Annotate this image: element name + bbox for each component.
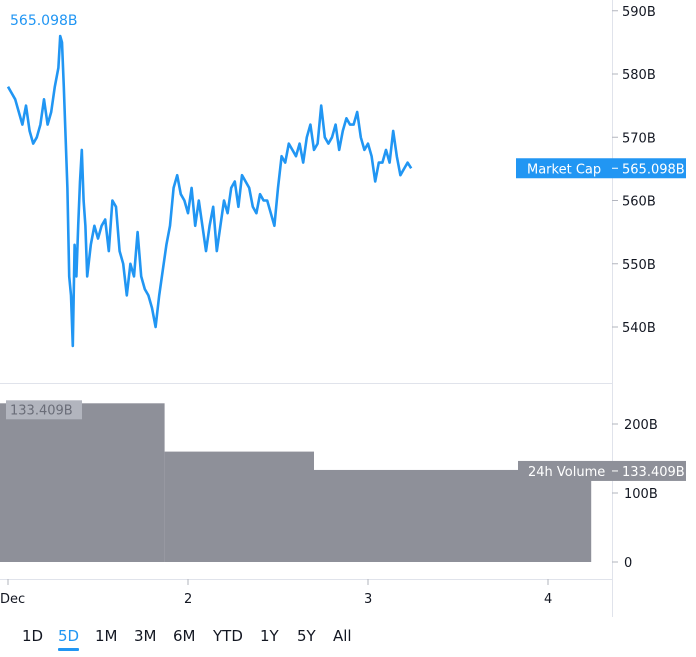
y-tick-label: 590B xyxy=(622,5,656,20)
y-tick-label: 580B xyxy=(622,68,656,83)
volume-bar xyxy=(314,469,592,562)
volume-tag-bg xyxy=(518,460,686,481)
x-tick-label: 4 xyxy=(544,592,552,607)
range-button-ytd[interactable]: YTD xyxy=(213,627,243,645)
market-cap-line xyxy=(6,34,413,348)
chart[interactable]: 133.409B 565.098B 590B 580B 570B 560B 550B 540B… xyxy=(0,0,696,617)
range-selector: 1D 5D 1M 3M 6M YTD 1Y 5Y All xyxy=(0,617,696,657)
volume-tag-label: 24h Volume xyxy=(528,465,605,480)
range-button-1y[interactable]: 1Y xyxy=(260,627,279,645)
range-button-5d[interactable]: 5D xyxy=(58,627,80,651)
x-tick-label: Dec xyxy=(0,592,25,607)
volume-y-tick-label: 200B xyxy=(624,418,658,433)
y-tick-label: 560B xyxy=(622,195,656,210)
y-tick-label: 540B xyxy=(622,321,656,336)
x-tick-label: 2 xyxy=(184,592,192,607)
range-button-all[interactable]: All xyxy=(333,627,352,645)
volume-y-tick-label: 100B xyxy=(624,487,658,502)
volume-bar xyxy=(164,451,314,562)
range-button-3m[interactable]: 3M xyxy=(134,627,157,645)
market-cap-tag-bg xyxy=(516,158,686,179)
range-button-1d[interactable]: 1D xyxy=(22,627,44,645)
range-button-5y[interactable]: 5Y xyxy=(297,627,316,645)
x-tick-label: 3 xyxy=(364,592,372,607)
volume-tag-value: 133.409B xyxy=(622,465,685,480)
volume-y-tick-label: 0 xyxy=(624,556,632,571)
volume-peak-label-bg xyxy=(6,400,82,420)
y-tick-label: 570B xyxy=(622,131,656,146)
range-button-1m[interactable]: 1M xyxy=(95,627,118,645)
market-cap-tag-value: 565.098B xyxy=(622,162,685,177)
market-cap-value-label: 565.098B xyxy=(10,13,78,29)
y-tick-label: 550B xyxy=(622,258,656,273)
volume-bar xyxy=(0,403,165,562)
volume-peak-label: 133.409B xyxy=(10,403,73,418)
range-button-6m[interactable]: 6M xyxy=(173,627,196,645)
market-cap-tag-label: Market Cap xyxy=(527,162,601,177)
